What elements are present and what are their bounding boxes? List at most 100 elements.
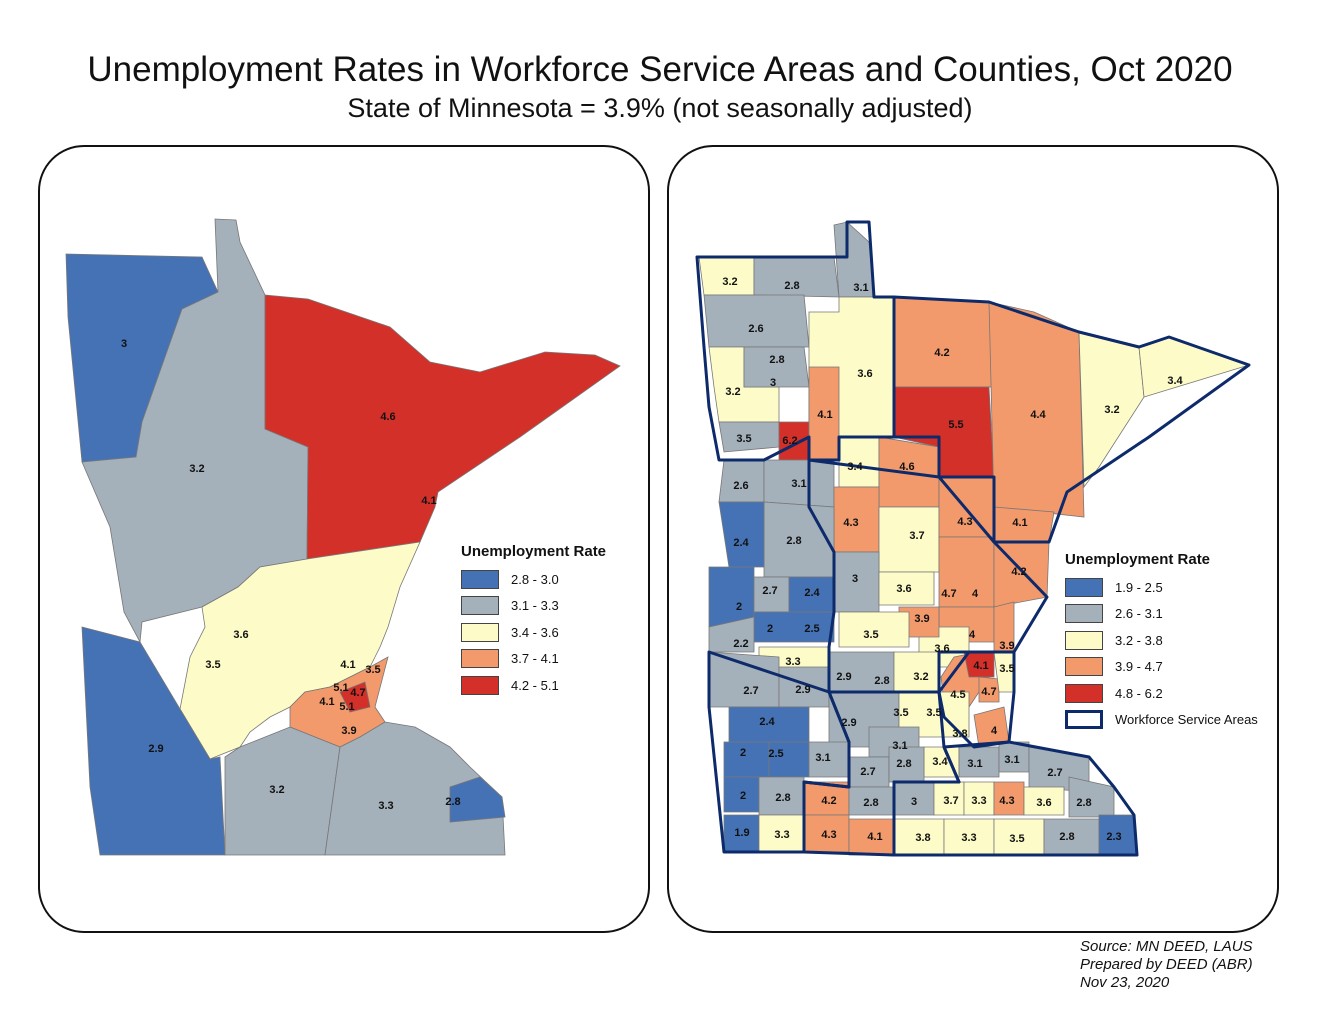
county-value-label: 4 [969, 629, 976, 641]
source-line: Source: MN DEED, LAUS [1080, 938, 1253, 955]
county-value-label: 2.8 [769, 354, 784, 366]
wsa-value-label: 3.6 [233, 629, 248, 641]
county-value-label: 2.8 [1059, 831, 1074, 843]
legend-swatch [461, 569, 499, 589]
wsa-outline-northeast [892, 295, 1251, 544]
region-northeast [264, 294, 621, 560]
county-value-label: 4.7 [941, 588, 956, 600]
legend-label: 3.2 - 3.8 [1115, 632, 1163, 648]
county-value-label: 4.5 [950, 689, 965, 701]
county-value-label: 4.1 [817, 409, 832, 421]
county-value-label: 2.4 [759, 716, 775, 728]
legend-item: 3.7 - 4.1 [461, 646, 606, 673]
region-southeast [324, 721, 506, 856]
county-group-wc3 [708, 566, 755, 628]
legend-item: 3.9 - 4.7 [1065, 654, 1258, 681]
county-value-label: 3.8 [952, 728, 967, 740]
legend-swatch [1065, 657, 1103, 677]
county-value-label: 2.8 [784, 280, 799, 292]
county-value-label: 3.9 [914, 613, 929, 625]
county-value-label: 2.7 [1047, 767, 1062, 779]
wsa-outline-northwest [695, 220, 896, 462]
legend-swatch [461, 622, 499, 642]
legend-swatch [461, 649, 499, 669]
county-value-label: 4.3 [821, 829, 836, 841]
wsa-value-label: 3.5 [205, 659, 220, 671]
legend-title: Unemployment Rate [461, 543, 607, 560]
wsa-value-label: 4.6 [380, 411, 395, 423]
county-value-label: 3.2 [913, 671, 928, 683]
county-group-m3 [978, 676, 1000, 703]
legend-swatch [1065, 577, 1103, 597]
region-metro-core [339, 681, 371, 713]
county-value-label: 3.6 [1036, 797, 1051, 809]
county-value-label: 2.3 [1106, 831, 1121, 843]
county-value-label: 2.7 [860, 766, 875, 778]
wsa-value-label: 3.5 [365, 664, 380, 676]
legend-item: 1.9 - 2.5 [1065, 574, 1258, 601]
legend-title: Unemployment Rate [1065, 551, 1211, 568]
county-value-label: 3 [770, 377, 776, 389]
wsa-map: 34.63.24.13.63.5 4.1 3.55.1 4.74.1 5.13.92.9… [65, 218, 621, 856]
county-value-label: 3.5 [736, 433, 751, 445]
county-value-label: 4.4 [1030, 409, 1046, 421]
county-value-label: 3 [911, 796, 917, 808]
county-group-wc7 [708, 616, 755, 653]
county-value-label: 3.4 [847, 461, 863, 473]
legend-item: 3.4 - 3.6 [461, 619, 606, 646]
county-group-wc2 [718, 501, 765, 568]
region-south-central [224, 726, 341, 856]
county-value-label: 4.1 [973, 660, 988, 672]
county-value-label: 2.8 [786, 535, 801, 547]
county-value-label: 3.3 [774, 829, 789, 841]
county-group-sc5 [708, 651, 780, 708]
county-value-label: 2.5 [804, 623, 819, 635]
county-value-label: 3.2 [722, 276, 737, 288]
county-value-label: 2.6 [748, 323, 763, 335]
county-legend: Unemployment Rate 1.9 - 2.5 2.6 - 3.1 3.2 … [1065, 551, 1258, 733]
legend-label: 2.6 - 3.1 [1115, 606, 1163, 622]
legend-label: 4.2 - 5.1 [511, 677, 559, 693]
county-value-label: 4.2 [934, 347, 949, 359]
county-group-ne3 [988, 301, 1085, 518]
legend-item-wsa-boundary: Workforce Service Areas [1065, 707, 1258, 734]
county-value-label: 3.3 [785, 656, 800, 668]
county-value-label: 3.6 [857, 368, 872, 380]
legend-item: 3.1 - 3.3 [461, 593, 606, 620]
county-value-label: 3.5 [893, 707, 908, 719]
wsa-value-label: 4.1 [319, 696, 334, 708]
county-value-label: 3.5 [926, 707, 941, 719]
wsa-value-label: 5.1 [339, 701, 354, 713]
wsa-value-label: 3.2 [189, 463, 204, 475]
county-value-label: 2.6 [733, 480, 748, 492]
county-value-label: 2.9 [841, 717, 856, 729]
wsa-value-label: 2.9 [148, 743, 163, 755]
source-note: Source: MN DEED, LAUS Prepared by DEED (… [1080, 938, 1253, 992]
county-value-label: 3.4 [1167, 375, 1183, 387]
county-value-label: 3.7 [943, 795, 958, 807]
legend-item: 2.6 - 3.1 [1065, 601, 1258, 628]
county-value-label: 3.6 [896, 583, 911, 595]
county-value-label: 3.8 [915, 832, 930, 844]
legend-label-boundary: Workforce Service Areas [1115, 712, 1258, 728]
county-value-label: 4.1 [867, 831, 882, 843]
county-value-label: 2 [740, 747, 746, 759]
county-map-panel: 3.2 2.8 3.1 2.6 2.8 3 3.2 3.6 4.2 3.4 3.2 4.1 5.5 4.4… [667, 145, 1279, 933]
legend-label: 3.9 - 4.7 [1115, 659, 1163, 675]
county-value-label: 4.1 [1012, 517, 1027, 529]
county-value-label: 2 [767, 623, 773, 635]
map-subtitle: State of Minnesota = 3.9% (not seasonall… [347, 93, 973, 123]
county-group-nc8 [878, 571, 935, 606]
region-southeast-county [449, 776, 506, 823]
county-map: 3.2 2.8 3.1 2.6 2.8 3 3.2 3.6 4.2 3.4 3.2 4.1 5.5 4.4… [695, 220, 1251, 857]
county-value-label: 2.8 [863, 797, 878, 809]
county-value-label: 3.5 [1009, 833, 1024, 845]
county-value-label: 5.5 [948, 419, 963, 431]
wsa-value-label: 5.1 [333, 682, 348, 694]
county-value-label: 3.5 [999, 663, 1014, 675]
county-value-label: 4 [972, 588, 979, 600]
county-value-label: 2 [736, 601, 742, 613]
wsa-legend: Unemployment Rate 2.8 - 3.0 3.1 - 3.3 3.4 … [461, 543, 606, 699]
region-southwest [81, 626, 226, 856]
county-value-label: 2.9 [795, 684, 810, 696]
